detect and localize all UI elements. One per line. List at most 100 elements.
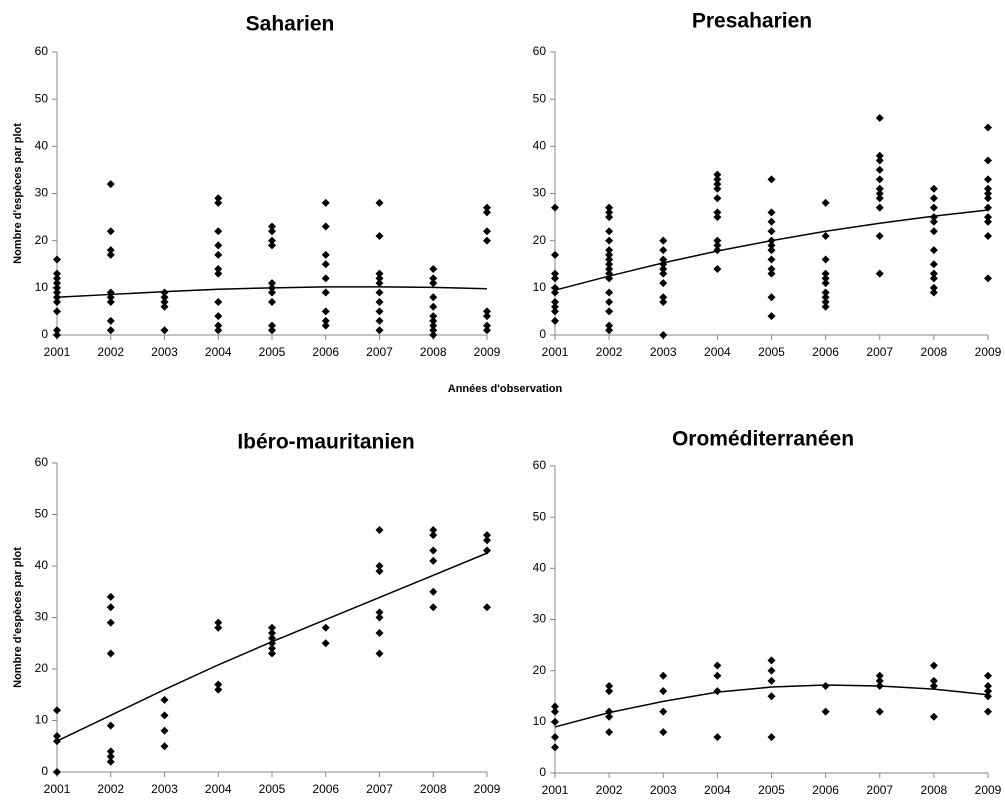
x-tick-label: 2003 [151,345,178,359]
y-tick-label: 20 [533,233,547,247]
point [375,567,384,576]
point [53,326,61,335]
point [821,198,830,207]
point [160,302,169,311]
point [659,255,668,264]
x-tick-label: 2002 [596,345,623,359]
point [551,283,559,292]
point [268,222,276,231]
x-tick-label: 2002 [596,783,623,797]
x-tick-label: 2006 [312,345,339,359]
point [984,213,992,222]
point [268,326,276,335]
point [767,175,776,184]
point [984,175,992,184]
point [605,246,614,255]
point [929,274,938,283]
point [605,687,614,696]
x-tick-label: 2006 [312,782,339,796]
point [605,326,614,335]
point [551,702,559,711]
point [268,644,276,653]
point [605,227,614,236]
point [659,264,668,273]
point [214,326,223,335]
point [984,274,992,283]
point [713,687,722,696]
point [605,728,614,737]
point [53,331,61,339]
point [984,687,992,696]
point [659,687,668,696]
point [483,203,491,212]
x-tick-label: 2002 [97,782,124,796]
point [875,203,884,212]
point [321,288,330,297]
point [821,274,830,283]
point [106,180,115,189]
point [984,123,992,132]
point [551,297,559,306]
point [483,546,491,555]
point [106,246,115,255]
point [429,274,438,283]
point [605,297,614,306]
point [605,236,614,245]
point [659,260,668,269]
point [429,587,438,596]
point [429,293,438,302]
point [429,312,438,321]
point [821,293,830,302]
point [160,695,169,704]
point [605,260,614,269]
point [713,170,722,179]
point [106,250,115,259]
point [875,194,884,203]
point [984,189,992,198]
point [53,293,61,302]
point [984,203,992,212]
chart-title: Ibéro-mauritanien [237,431,414,454]
point [713,241,722,250]
point [214,297,223,306]
point [605,682,614,691]
x-tick-label: 2001 [542,783,569,797]
x-tick-label: 2001 [542,345,569,359]
point [106,297,115,306]
point [429,525,438,534]
point [821,682,830,691]
point [929,712,938,721]
point [929,227,938,236]
y-tick-label: 40 [35,139,49,153]
x-tick-label: 2007 [866,783,893,797]
point [375,316,384,325]
point [429,546,438,555]
point [53,706,61,715]
point [375,297,384,306]
point [268,279,276,288]
point [605,264,614,273]
point [375,649,384,658]
y-tick-label: 10 [533,280,547,294]
x-tick-label: 2005 [758,345,785,359]
point [375,525,384,534]
point [321,639,330,648]
point [605,213,614,222]
point [160,326,169,335]
point [605,307,614,316]
point [875,189,884,198]
point [268,283,276,292]
point [929,661,938,670]
point [268,634,276,643]
point [551,743,559,752]
y-tick-label: 30 [533,186,547,200]
x-tick-label: 2006 [812,783,839,797]
point [929,288,938,297]
x-tick-label: 2008 [921,783,948,797]
point [713,236,722,245]
point [268,628,276,637]
y-tick-label: 60 [533,44,547,58]
point [605,208,614,217]
x-tick-label: 2009 [975,783,1002,797]
point [875,269,884,278]
